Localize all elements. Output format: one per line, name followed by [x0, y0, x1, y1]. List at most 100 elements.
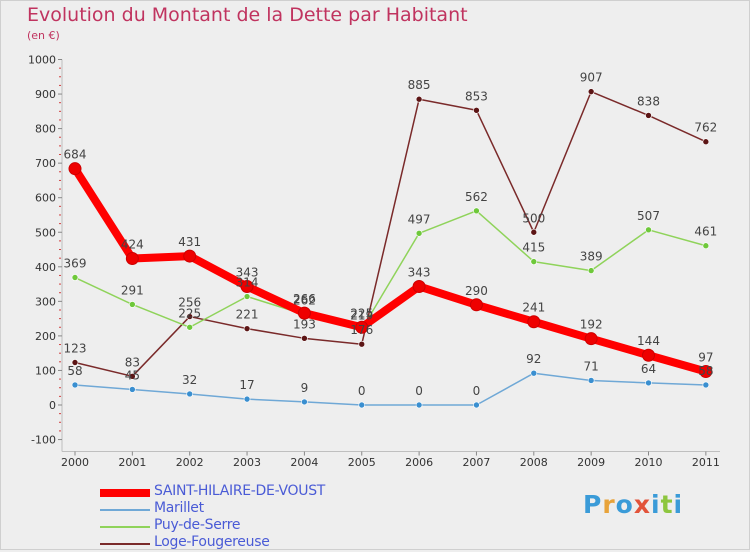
data-label: 0 — [473, 384, 481, 398]
data-label: 262 — [293, 293, 316, 307]
data-point — [71, 359, 79, 366]
y-tick-label: 200 — [35, 330, 56, 343]
data-label: 562 — [465, 190, 488, 204]
data-label: 885 — [408, 78, 431, 92]
data-label: 0 — [415, 384, 423, 398]
series-line-loge-fougereuse — [74, 90, 707, 378]
data-label: 225 — [178, 306, 201, 320]
y-tick-label: 900 — [35, 88, 56, 101]
data-label: 389 — [580, 250, 603, 264]
data-label: 192 — [580, 318, 603, 332]
x-tick-label: 2010 — [635, 456, 663, 469]
x-tick-label: 2004 — [290, 456, 318, 469]
data-label: 290 — [465, 284, 488, 298]
data-label: 838 — [637, 94, 660, 108]
series-line-saint-hilaire-de-voust — [71, 164, 710, 376]
y-tick-label: -100 — [31, 434, 56, 447]
data-point — [415, 401, 423, 409]
data-point — [473, 207, 480, 215]
data-label: 64 — [641, 362, 656, 376]
data-label: 762 — [694, 121, 717, 135]
data-label: 461 — [694, 225, 717, 239]
data-label: 123 — [64, 342, 87, 356]
y-tick-label: 500 — [35, 226, 56, 239]
data-label: 176 — [350, 323, 373, 337]
chart-title: Evolution du Montant de la Dette par Hab… — [27, 4, 468, 26]
data-label: 17 — [239, 378, 254, 392]
x-tick-label: 2001 — [118, 456, 146, 469]
data-point — [186, 390, 193, 398]
legend-item: Marillet — [100, 500, 460, 518]
data-point — [186, 323, 193, 331]
data-point — [645, 226, 652, 234]
data-point — [301, 335, 308, 342]
data-point — [358, 401, 366, 409]
data-label: 97 — [698, 350, 713, 364]
proxiti-logo: Proxiti — [583, 490, 683, 519]
data-point — [530, 369, 538, 377]
logo-letter: x — [633, 490, 651, 519]
series-line-marillet — [74, 372, 707, 406]
data-label: 256 — [178, 296, 201, 310]
data-point — [702, 242, 710, 250]
x-tick-label: 2008 — [520, 456, 548, 469]
legend-label: Puy-de-Serre — [154, 517, 241, 533]
data-point — [469, 298, 483, 312]
data-point — [473, 106, 480, 114]
data-label: 507 — [637, 209, 660, 223]
data-point — [301, 398, 308, 406]
data-point — [71, 381, 79, 389]
data-point — [297, 306, 311, 320]
data-label: 0 — [358, 384, 366, 398]
data-point — [587, 267, 595, 274]
data-label: 314 — [236, 276, 259, 290]
legend-item: Loge-Fougereuse — [100, 534, 460, 552]
data-label: 9 — [301, 381, 309, 395]
data-label: 431 — [178, 235, 201, 249]
y-tick-label: 800 — [35, 123, 56, 136]
logo-letter: P — [583, 490, 603, 519]
data-point — [702, 138, 710, 146]
data-label: 343 — [236, 265, 259, 279]
data-point — [355, 320, 369, 334]
data-label: 58 — [698, 364, 713, 378]
data-label: 71 — [584, 359, 599, 373]
data-point — [129, 301, 136, 308]
legend-item: SAINT-HILAIRE-DE-VOUST — [100, 483, 460, 501]
legend-swatch — [100, 509, 150, 511]
data-point — [645, 379, 652, 387]
data-point — [584, 332, 598, 346]
x-tick-label: 2000 — [61, 456, 89, 469]
legend-label: Marillet — [154, 500, 204, 516]
data-point — [415, 229, 423, 237]
data-point — [125, 252, 139, 266]
data-label: 83 — [125, 355, 140, 369]
data-point — [68, 162, 82, 176]
logo-letter: i — [673, 490, 684, 519]
legend-swatch — [100, 526, 150, 528]
data-point — [243, 325, 251, 332]
data-point — [702, 381, 710, 389]
data-point — [240, 279, 254, 293]
data-label: 32 — [182, 373, 197, 387]
data-point — [530, 228, 538, 236]
data-point — [412, 279, 426, 293]
x-tick-label: 2007 — [462, 456, 490, 469]
chart-legend: SAINT-HILAIRE-DE-VOUST Marillet Puy-de-Ser… — [100, 483, 460, 552]
data-label: 424 — [121, 238, 144, 252]
y-tick-label: 600 — [35, 192, 56, 205]
data-label: 369 — [64, 257, 87, 271]
data-point — [530, 258, 538, 265]
data-point — [587, 377, 595, 384]
data-label: 497 — [408, 212, 431, 226]
data-point — [358, 340, 366, 348]
data-label: 45 — [125, 368, 140, 382]
logo-letter: i — [651, 490, 661, 519]
data-point — [587, 88, 595, 95]
y-tick-label: 100 — [35, 364, 56, 377]
legend-label: Loge-Fougereuse — [154, 534, 270, 550]
data-point — [243, 293, 251, 300]
data-label: 907 — [580, 71, 603, 85]
data-point — [415, 95, 423, 103]
